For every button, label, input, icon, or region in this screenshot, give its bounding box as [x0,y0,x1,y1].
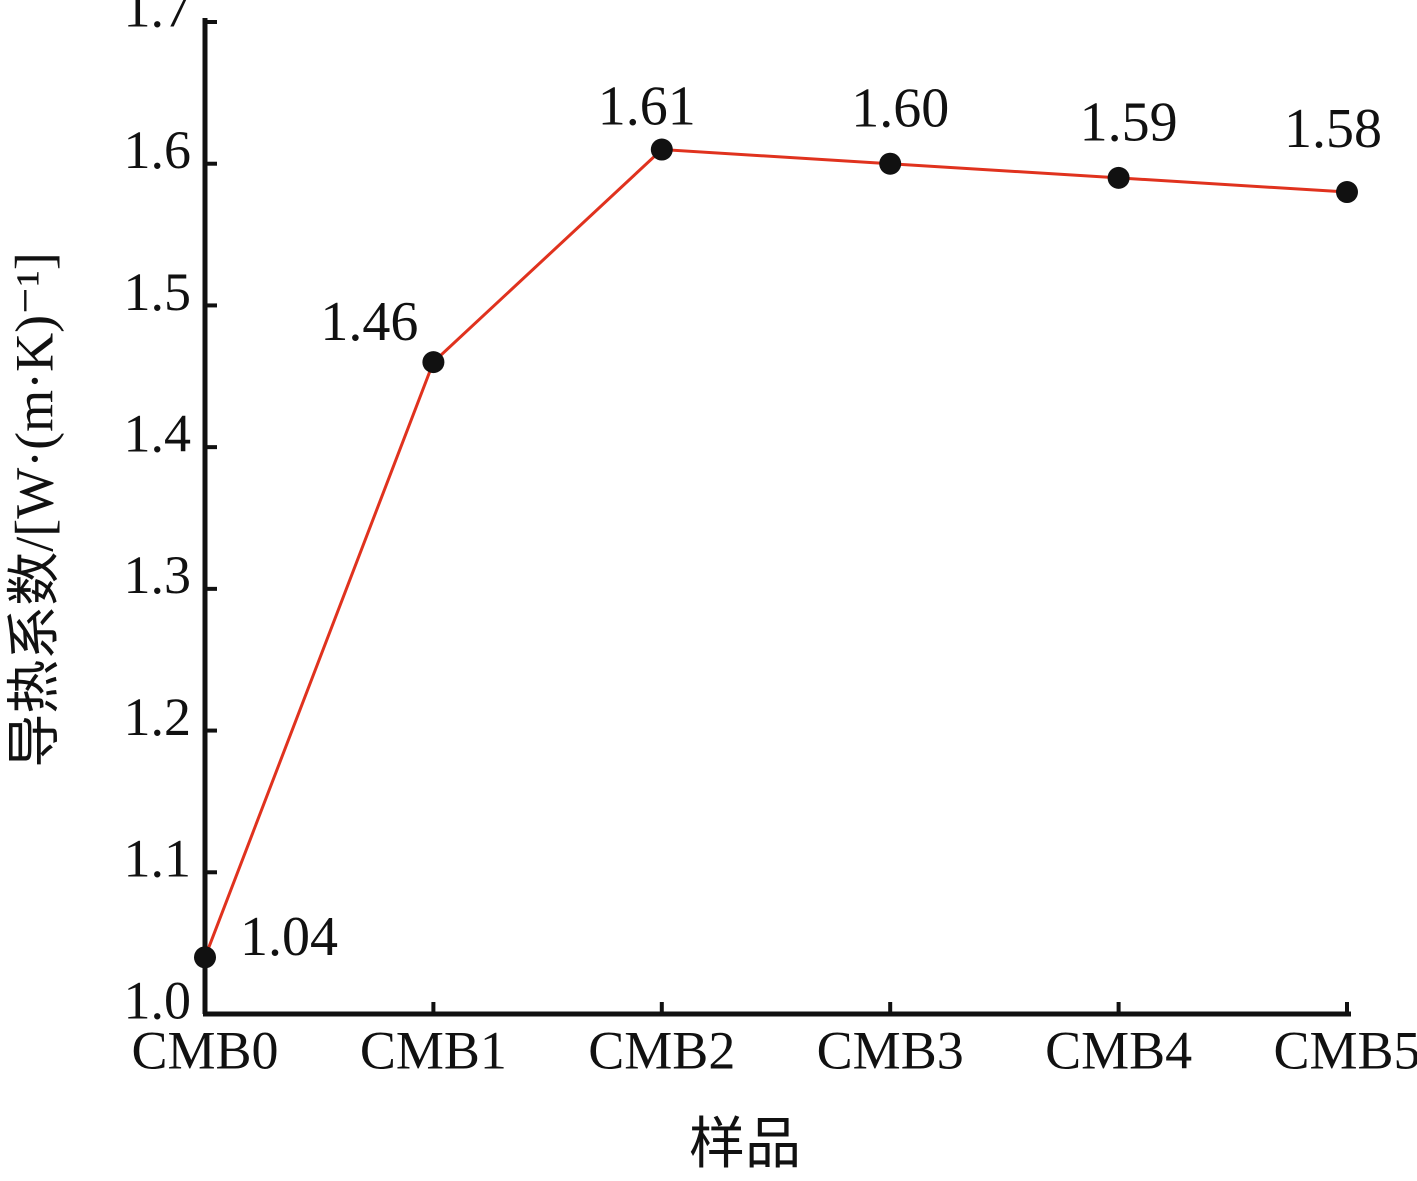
x-tick-label: CMB0 [131,1020,278,1080]
x-tick-label: CMB4 [1045,1020,1192,1080]
y-tick-label: 1.1 [124,829,192,889]
data-label: 1.59 [1080,92,1178,154]
marker [1336,181,1358,204]
marker [1107,166,1130,189]
y-tick-label: 1.7 [124,0,192,38]
line [203,148,1348,958]
y-axis-label: 导热系数/[W·(m·K)⁻¹] [4,252,64,768]
y-tick-label: 1.0 [124,970,192,1030]
y-tick-label: 1.4 [124,404,192,464]
x-tick-label: CMB3 [817,1020,964,1080]
data-label: 1.58 [1284,98,1382,160]
data-label: 1.04 [240,906,338,968]
y-tick-label: 1.5 [124,262,192,322]
marker [879,152,902,175]
x-axis-label: 样品 [689,1114,801,1176]
y-tick-label: 1.3 [124,545,192,605]
y-tick-label: 1.2 [124,687,192,747]
marker [194,946,216,969]
y-tick-label: 1.6 [124,120,192,180]
data-label: 1.46 [320,291,418,353]
marker [650,138,673,161]
data-label: 1.60 [851,78,949,140]
x-tick-label: CMB1 [360,1020,507,1080]
x-tick-label: CMB2 [588,1020,735,1080]
data-label: 1.61 [598,75,696,137]
marker [422,351,445,374]
x-tick-label: CMB5 [1273,1020,1417,1080]
